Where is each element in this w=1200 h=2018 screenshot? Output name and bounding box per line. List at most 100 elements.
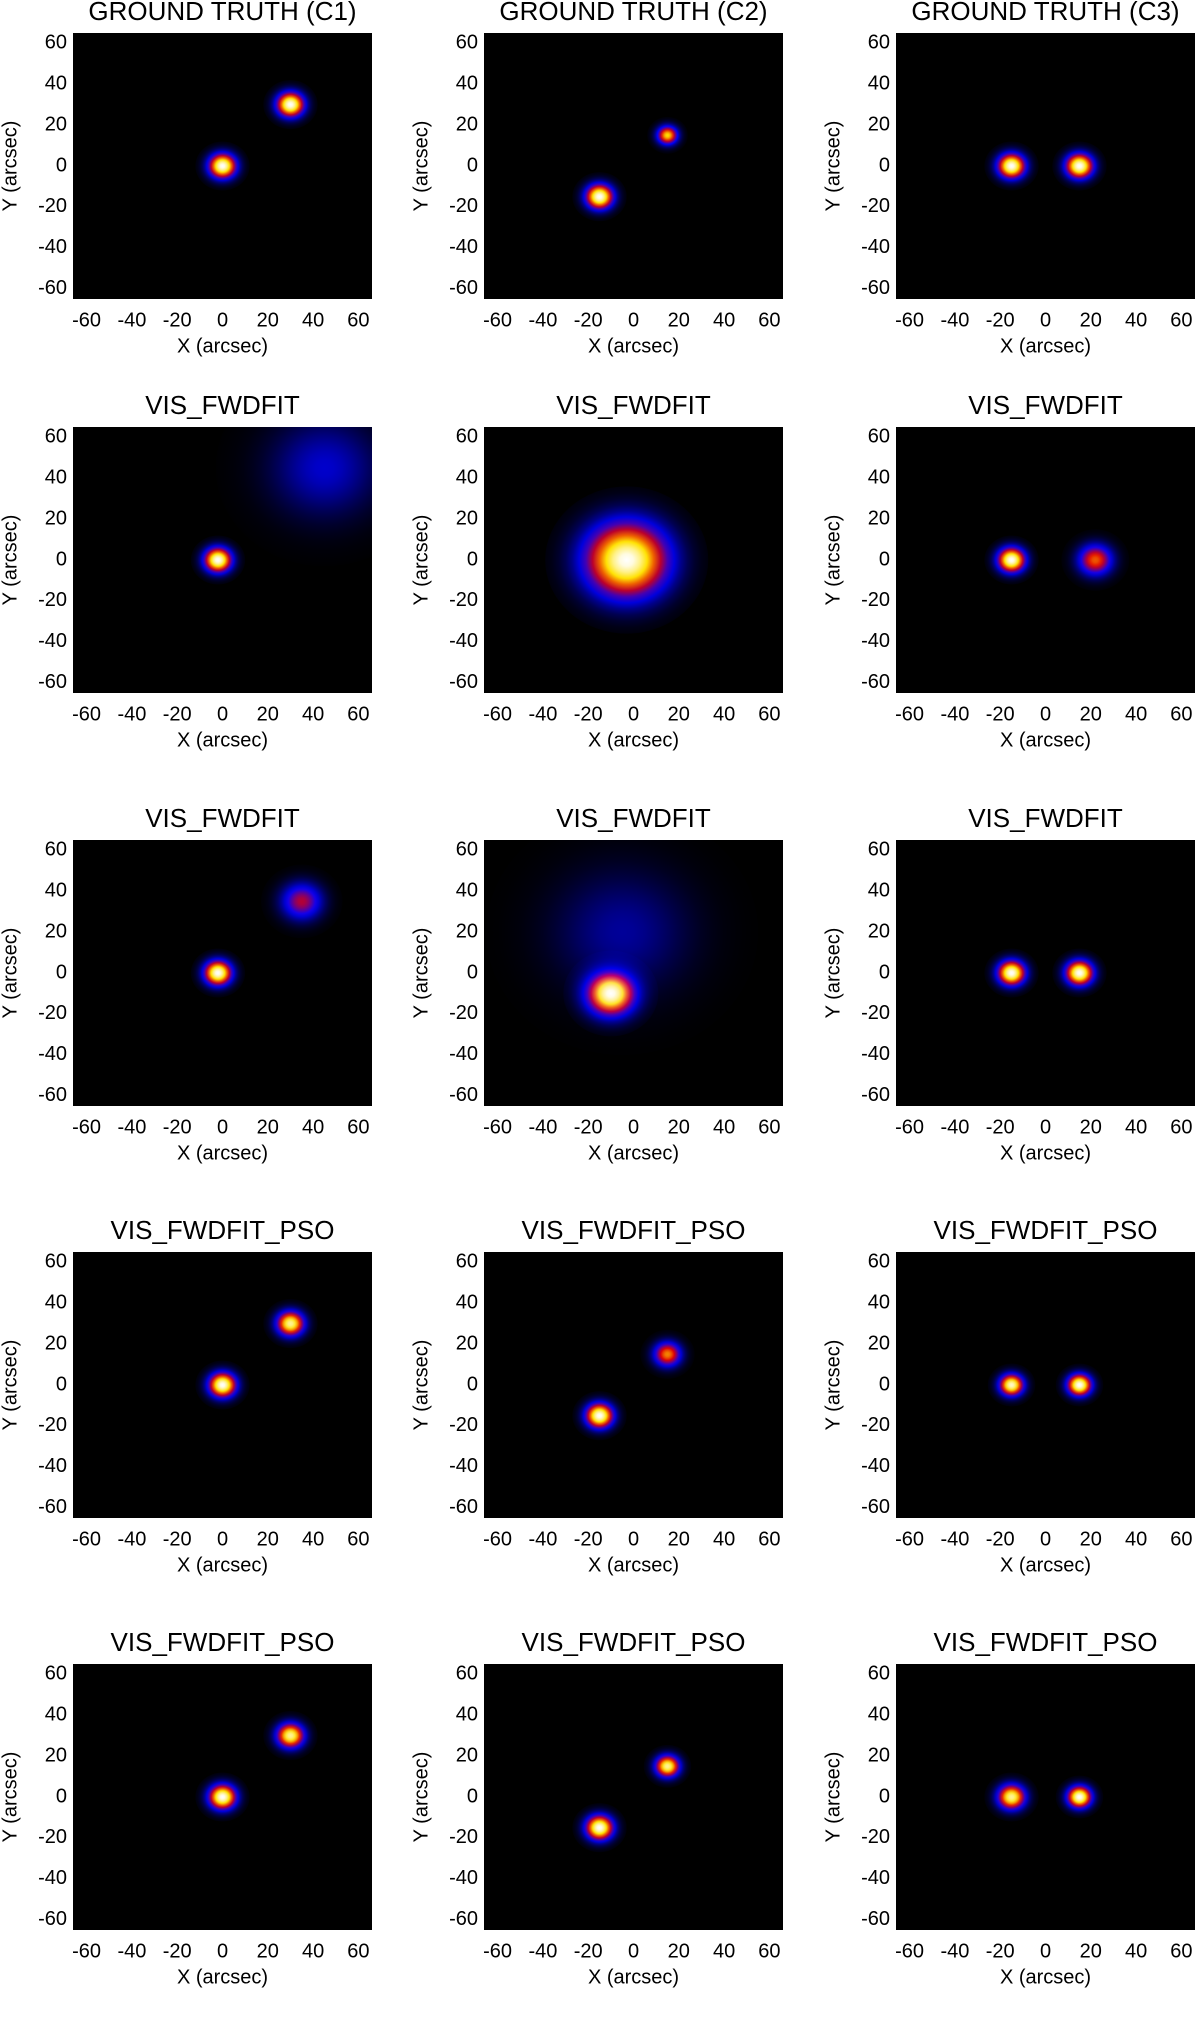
image-layer [572,1744,692,1853]
y-tick-label: -60 [861,671,890,693]
x-axis-label: X (arcsec) [1000,335,1091,357]
image-layer [984,948,1107,998]
source [1061,529,1130,591]
x-tick-label: 40 [302,1528,324,1550]
image-layer [984,1772,1104,1822]
x-tick-label: 40 [713,703,735,725]
x-tick-label: -60 [483,309,512,331]
panel-title: VIS_FWDFIT_PSO [934,1215,1158,1245]
y-tick-label: 60 [868,839,890,861]
x-tick-label: -40 [117,703,146,725]
y-tick-label: 60 [45,839,67,861]
panel-title: VIS_FWDFIT_PSO [934,1627,1158,1657]
x-tick-label: -60 [895,309,924,331]
source [215,427,372,567]
x-tick-label: -60 [895,1116,924,1138]
y-tick-label: -40 [861,1455,890,1477]
y-tick-label: -60 [449,1084,478,1106]
source [195,141,250,191]
y-tick-label: -60 [861,1496,890,1518]
x-tick-label: 20 [668,1940,690,1962]
image-layer [195,1299,318,1410]
x-tick-label: 20 [668,1528,690,1550]
y-tick-label: -20 [861,195,890,217]
x-tick-label: -40 [940,1116,969,1138]
x-tick-label: 40 [713,1528,735,1550]
y-tick-label: -40 [38,1455,67,1477]
y-axis-label: Y (arcsec) [410,515,432,606]
source [640,1329,695,1379]
x-tick-label: 60 [347,1528,369,1550]
y-axis-label: Y (arcsec) [0,928,21,1019]
y-tick-label: 40 [456,1703,478,1725]
x-tick-label: 0 [217,703,228,725]
x-tick-label: -40 [528,1528,557,1550]
x-tick-label: -20 [574,1528,603,1550]
image-layer [984,141,1107,191]
y-tick-label: 60 [456,1663,478,1685]
x-tick-label: 20 [257,703,279,725]
source [647,116,688,154]
y-tick-label: -40 [38,630,67,652]
x-tick-label: -60 [483,1116,512,1138]
y-tick-label: -20 [861,1826,890,1848]
x-axis-label: X (arcsec) [177,1966,268,1988]
x-tick-label: 20 [1080,1528,1102,1550]
x-tick-label: -40 [940,1940,969,1962]
y-tick-label: 0 [56,961,67,983]
y-tick-label: 20 [868,1744,890,1766]
y-tick-label: 0 [56,1785,67,1807]
y-axis-label: Y (arcsec) [410,928,432,1019]
source [190,535,246,585]
x-tick-label: 40 [1125,309,1147,331]
x-tick-label: -60 [483,1940,512,1962]
x-tick-label: -20 [574,703,603,725]
y-tick-label: -60 [861,1908,890,1930]
y-tick-label: 40 [868,466,890,488]
x-tick-label: 60 [347,703,369,725]
y-tick-label: -60 [38,1496,67,1518]
y-tick-label: -20 [38,1002,67,1024]
x-tick-label: 20 [668,703,690,725]
y-axis-label: Y (arcsec) [0,1340,21,1431]
source [643,1744,692,1788]
x-tick-label: -60 [72,1528,101,1550]
y-tick-label: 0 [879,154,890,176]
x-tick-label: 40 [1125,1116,1147,1138]
x-tick-label: -40 [117,1116,146,1138]
plot-area [896,33,1195,299]
x-tick-label: 60 [347,1116,369,1138]
x-tick-label: -40 [528,1940,557,1962]
x-tick-label: -20 [163,309,192,331]
x-tick-label: -20 [986,1528,1015,1550]
y-tick-label: -40 [449,1455,478,1477]
x-tick-label: 20 [1080,703,1102,725]
y-tick-label: 20 [45,1744,67,1766]
panel-title: VIS_FWDFIT_PSO [522,1627,746,1657]
y-tick-label: -60 [449,1908,478,1930]
x-axis-label: X (arcsec) [177,335,268,357]
y-tick-label: -40 [38,1043,67,1065]
x-tick-label: -60 [72,309,101,331]
y-tick-label: 20 [456,507,478,529]
x-tick-label: 40 [302,1116,324,1138]
x-tick-label: -40 [940,703,969,725]
x-tick-label: 60 [1170,309,1192,331]
image-layer [545,486,709,634]
source [195,1772,250,1822]
y-tick-label: 40 [456,1291,478,1313]
y-tick-label: 40 [868,1291,890,1313]
y-tick-label: -60 [449,1496,478,1518]
y-axis-label: Y (arcsec) [0,121,21,212]
y-tick-label: -20 [38,589,67,611]
x-tick-label: 0 [628,309,639,331]
x-tick-label: 40 [302,1940,324,1962]
y-tick-label: 60 [868,32,890,54]
source [572,1803,627,1853]
x-tick-label: 0 [1040,1116,1051,1138]
x-tick-label: 0 [628,1116,639,1138]
y-axis-label: Y (arcsec) [822,1340,844,1431]
y-tick-label: 60 [456,1251,478,1273]
y-axis-label: Y (arcsec) [410,1752,432,1843]
y-tick-label: -60 [38,1084,67,1106]
